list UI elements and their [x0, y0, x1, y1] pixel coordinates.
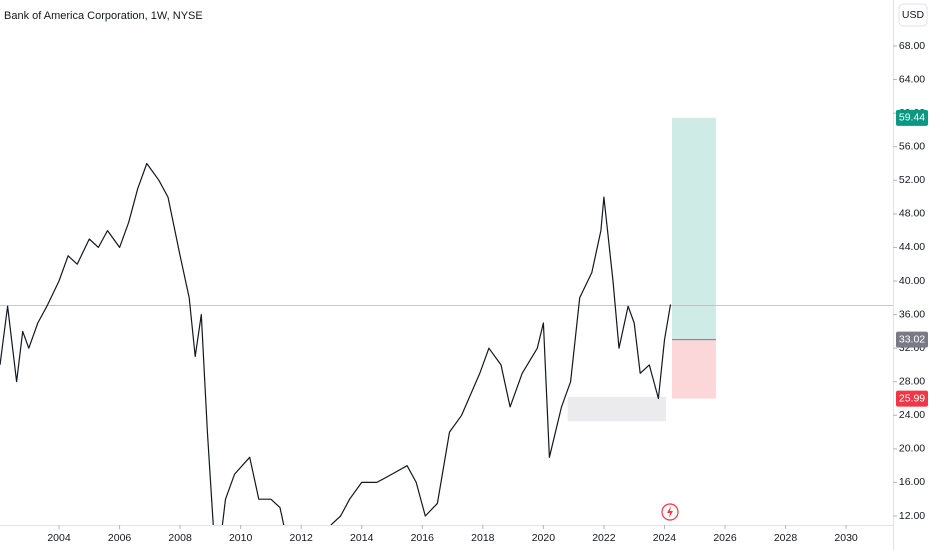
entry-label-bg	[896, 331, 928, 348]
x-tick-label: 2008	[168, 532, 192, 544]
y-tick-label: 36.00	[899, 308, 925, 320]
x-tick-label: 2018	[471, 532, 495, 544]
zone-box	[567, 396, 666, 422]
stop-label-bg	[896, 390, 928, 407]
y-tick-label: 64.00	[899, 73, 925, 85]
target-label: 59.44	[899, 112, 925, 124]
x-tick-label: 2012	[290, 532, 314, 544]
entry-label: 33.02	[899, 333, 925, 345]
stop-zone	[672, 339, 716, 399]
target-label-bg	[896, 109, 928, 126]
x-tick-label: 2024	[653, 532, 677, 544]
y-tick-label: 52.00	[899, 174, 925, 186]
y-tick-label: 68.00	[899, 40, 925, 52]
y-tick-label: 16.00	[899, 476, 925, 488]
y-tick-label: 24.00	[899, 409, 925, 421]
x-tick-label: 2006	[108, 532, 132, 544]
plot-area	[0, 117, 893, 525]
x-tick-label: 2020	[532, 532, 556, 544]
x-tick-label: 2028	[774, 532, 798, 544]
x-tick-label: 2010	[229, 532, 253, 544]
x-tick-label: 2014	[350, 532, 374, 544]
price-line	[0, 162, 672, 525]
y-tick-label: 44.00	[899, 241, 925, 253]
stop-label: 25.99	[899, 392, 925, 404]
y-tick-label: 20.00	[899, 443, 925, 455]
x-tick-label: 2004	[47, 532, 71, 544]
x-tick-label: 2016	[411, 532, 435, 544]
y-tick-label: 40.00	[899, 275, 925, 287]
y-tick-label: 28.00	[899, 376, 925, 388]
x-tick-label: 2022	[592, 532, 616, 544]
chart-title: Bank of America Corporation, 1W, NYSE	[4, 10, 203, 22]
x-tick-label: 2030	[834, 532, 858, 544]
target-zone	[672, 117, 716, 340]
x-tick-label: 2026	[713, 532, 737, 544]
currency-label[interactable]: USD	[902, 9, 925, 21]
y-tick-label: 12.00	[899, 510, 925, 522]
y-tick-label: 56.00	[899, 140, 925, 152]
y-tick-label: 48.00	[899, 208, 925, 220]
alert-icon[interactable]	[661, 503, 679, 521]
currency-button[interactable]	[898, 3, 928, 27]
